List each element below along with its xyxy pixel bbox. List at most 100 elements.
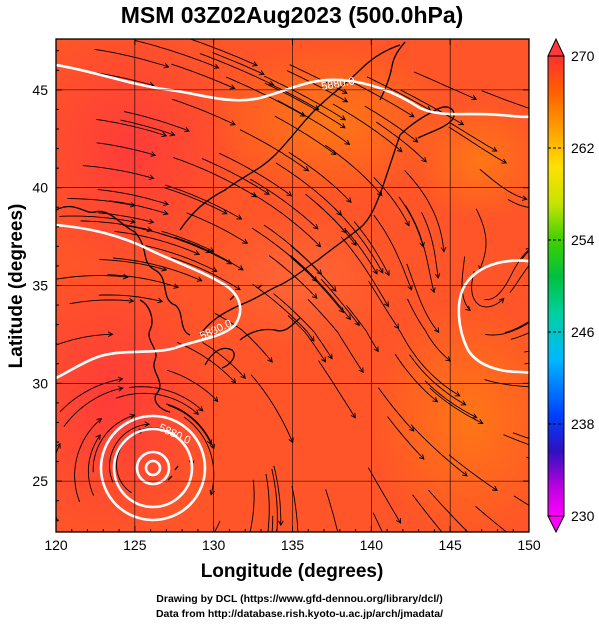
x-axis-label: Longitude (degrees) <box>201 561 384 582</box>
streamline-arrowhead <box>404 220 410 227</box>
streamline <box>412 494 443 532</box>
streamline-arrowhead <box>572 226 577 231</box>
streamline <box>252 283 315 342</box>
streamline <box>274 115 336 155</box>
streamline <box>428 489 469 532</box>
streamline-arrowhead <box>107 331 114 337</box>
streamline-arrowhead <box>327 353 333 360</box>
y-tick-label: 25 <box>32 473 48 489</box>
streamline-arrowhead <box>567 385 571 390</box>
streamline-arrowhead <box>471 413 478 419</box>
streamline-arrowhead <box>521 195 528 201</box>
streamline-arrowhead <box>268 80 275 86</box>
colorbar-top-arrow <box>547 37 565 57</box>
streamline-arrowhead <box>465 305 471 312</box>
streamline <box>429 387 484 424</box>
streamline-arrowhead <box>117 376 124 383</box>
streamline <box>74 418 102 503</box>
streamline <box>398 196 424 247</box>
y-tick-label: 40 <box>32 180 48 196</box>
colorbar-ticks: 230 238 246 254 262 270 <box>548 48 595 524</box>
colorbar-bottom-arrow <box>547 515 565 534</box>
streamline-arrowhead <box>492 485 498 492</box>
streamline <box>325 489 339 532</box>
streamline-arrowhead <box>408 112 415 118</box>
streamline <box>413 71 477 100</box>
streamline-arrowhead <box>595 460 599 465</box>
streamline-arrowhead <box>123 273 129 280</box>
streamline <box>199 53 274 86</box>
streamline <box>481 90 529 109</box>
streamline-arrowhead <box>454 391 461 397</box>
streamline <box>145 245 218 272</box>
streamline <box>373 177 410 227</box>
streamline <box>250 192 321 248</box>
contour-5880-typhoon-outer <box>99 414 207 522</box>
streamline-arrowhead <box>163 200 169 206</box>
streamline <box>67 198 135 207</box>
streamline <box>288 151 352 203</box>
streamline <box>69 299 134 305</box>
streamline <box>273 465 282 526</box>
streamline-arrowhead <box>412 137 419 143</box>
streamline <box>485 322 529 336</box>
streamline-arrowhead <box>573 204 578 209</box>
contour-5880-east <box>457 259 529 374</box>
streamline <box>461 256 471 311</box>
streamline <box>448 454 498 491</box>
streamline <box>305 193 347 234</box>
streamline <box>287 315 326 363</box>
colorbar-tick-label: 254 <box>571 232 595 248</box>
streamline-arrowhead <box>286 191 293 197</box>
streamline-arrowhead <box>56 442 61 449</box>
streamline-arrowhead <box>230 377 237 384</box>
streamline <box>107 274 179 288</box>
streamline-arrowhead <box>117 386 124 392</box>
streamline-arrowhead <box>161 266 168 272</box>
x-tick-labels: 120 125 130 135 140 145 150 <box>44 537 541 553</box>
streamline-arrowhead <box>128 297 135 304</box>
streamline <box>99 259 167 271</box>
streamline-arrowhead <box>163 62 170 69</box>
streamline <box>268 83 319 110</box>
contour-typhoon-ring-3 <box>135 450 171 486</box>
streamline <box>109 423 150 483</box>
streamline-arrowhead <box>354 320 360 327</box>
streamline-arrowhead <box>161 131 168 138</box>
streamline <box>171 63 235 89</box>
streamline-arrowhead <box>340 115 346 121</box>
streamline-arrowhead <box>162 209 169 216</box>
x-tick-label: 145 <box>438 537 462 553</box>
streamline <box>407 298 451 362</box>
streamline <box>165 403 215 449</box>
chart-title: MSM 03Z02Aug2023 (500.0hPa) <box>121 2 464 28</box>
streamline <box>271 515 274 532</box>
streamline-arrowhead <box>501 158 508 164</box>
streamline-arrowhead <box>193 409 199 416</box>
streamline <box>80 220 152 231</box>
streamline-arrowhead <box>498 297 505 304</box>
streamline <box>368 280 399 329</box>
streamline <box>92 414 135 473</box>
streamline <box>406 263 440 333</box>
streamline <box>265 473 270 532</box>
streamline-arrowhead <box>331 286 337 292</box>
colorbar: 230 238 246 254 262 270 <box>547 37 595 534</box>
streamline <box>475 208 487 271</box>
streamline <box>186 212 248 244</box>
streamline <box>325 144 383 196</box>
streamline-arrowhead <box>206 439 213 446</box>
warm-region-west <box>56 39 240 280</box>
streamline <box>56 275 128 280</box>
streamline <box>318 360 356 419</box>
streamline-arrowhead <box>418 454 425 460</box>
streamline-arrowhead <box>205 248 212 254</box>
streamline-arrowhead <box>252 61 258 67</box>
streamline-arrowhead <box>432 397 439 403</box>
streamline <box>264 75 346 121</box>
streamline <box>367 467 401 524</box>
streamline <box>353 221 390 276</box>
streamline <box>116 392 199 415</box>
streamline <box>410 424 468 477</box>
streamline-arrowhead <box>471 95 478 101</box>
